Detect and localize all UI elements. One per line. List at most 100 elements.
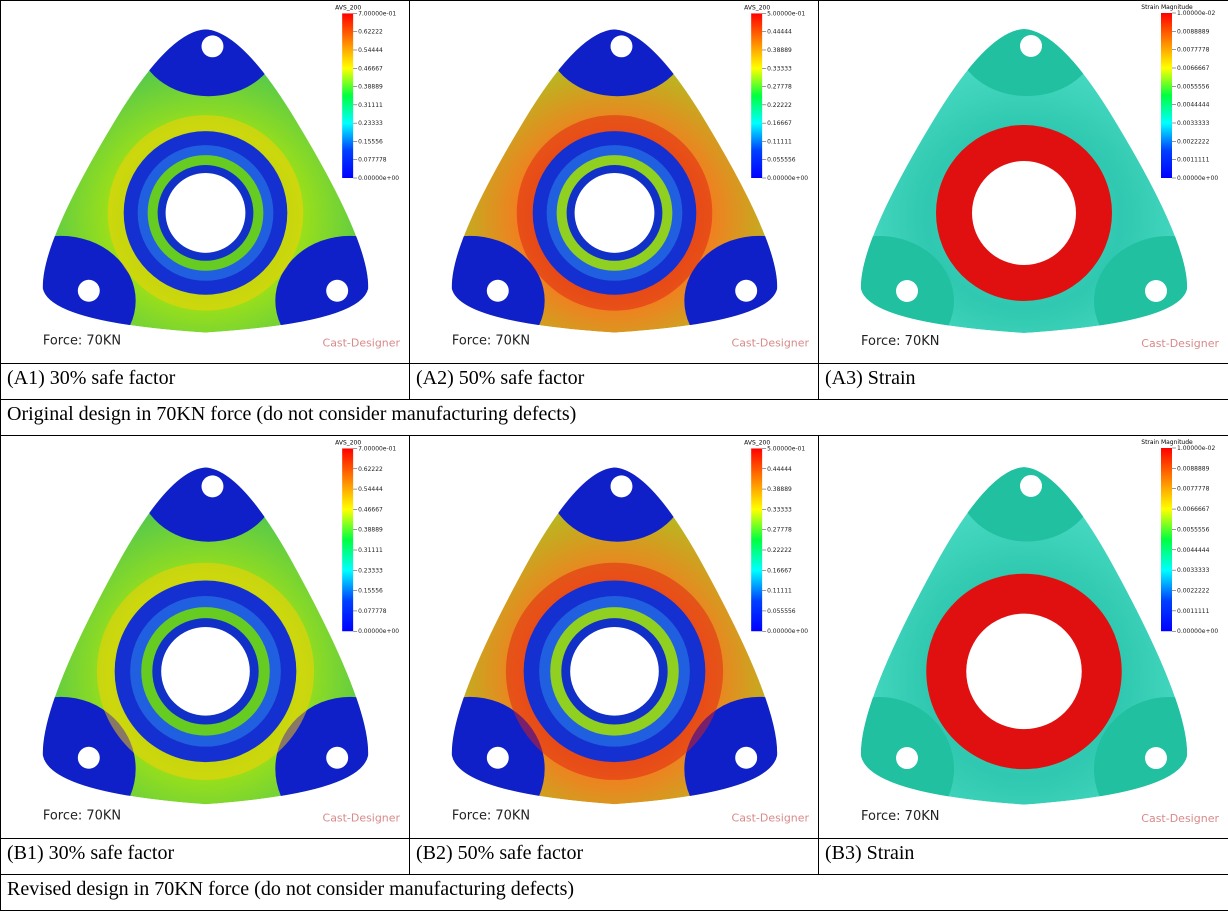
hole (166, 173, 246, 253)
legend-label: 0.11111 (767, 588, 792, 595)
bolt-hole (326, 747, 348, 769)
legend-label: 0.0022222 (1177, 588, 1210, 595)
legend-label: 0.23333 (358, 567, 383, 574)
legend-label: 0.46667 (358, 506, 383, 513)
bolt-hole (202, 35, 224, 57)
legend-label: 0.055556 (767, 608, 796, 615)
simulation-image: Strain Magnitude1.00000e-020.00888890.00… (819, 1, 1228, 363)
bolt-hole (326, 280, 348, 302)
color-bar (751, 448, 762, 631)
legend-label: 0.077778 (358, 157, 387, 164)
caption: (A3) Strain (819, 364, 1228, 400)
legend-label: 0.11111 (767, 138, 792, 145)
legend-label: 5.00000e-01 (767, 445, 805, 452)
bolt-hole (202, 475, 224, 497)
legend-label: 0.0088889 (1177, 465, 1210, 472)
caption: (A2) 50% safe factor (410, 364, 819, 400)
legend-label: 0.00000e+00 (767, 628, 808, 635)
legend-label: 0.00000e+00 (1177, 628, 1218, 635)
brand: Cast-Designer (732, 812, 810, 825)
legend-label: 0.62222 (358, 466, 383, 473)
brand: Cast-Designer (1141, 337, 1219, 350)
legend-label: 0.38889 (767, 486, 792, 493)
legend-label: 0.00000e+00 (767, 175, 808, 182)
brand: Cast-Designer (1141, 812, 1219, 825)
bolt-hole (1020, 35, 1042, 57)
bolt-hole (611, 475, 633, 497)
force-label: Force: 70KN (43, 334, 121, 349)
bolt-hole (1145, 280, 1167, 302)
legend-label: 0.33333 (767, 65, 792, 72)
legend-label: 0.0055556 (1177, 526, 1210, 533)
legend-label: 0.0066667 (1177, 506, 1210, 513)
legend-label: 0.22222 (767, 547, 792, 554)
legend-label: 0.23333 (358, 120, 383, 127)
bolt-hole (78, 747, 100, 769)
legend-label: 0.0033333 (1177, 120, 1210, 127)
legend-label: 0.54444 (358, 486, 383, 493)
simulation-image: Strain Magnitude1.00000e-020.00888890.00… (819, 436, 1228, 838)
legend-label: 0.22222 (767, 102, 792, 109)
brand: Cast-Designer (323, 337, 401, 350)
caption: (B1) 30% safe factor (1, 839, 410, 875)
legend-label: 0.62222 (358, 29, 383, 36)
legend-label: 0.055556 (767, 157, 796, 164)
legend-label: 0.00000e+00 (358, 175, 399, 182)
legend-label: 0.15556 (358, 138, 383, 145)
page: AVS_2007.00000e-010.622220.544440.466670… (0, 0, 1228, 920)
bolt-hole (487, 747, 509, 769)
hole (570, 627, 659, 716)
legend-label: 0.00000e+00 (1177, 175, 1218, 182)
bolt-hole (896, 280, 918, 302)
force-label: Force: 70KN (861, 809, 939, 824)
legend-label: 0.0044444 (1177, 102, 1210, 109)
legend-label: 7.00000e-01 (358, 10, 396, 17)
legend-label: 0.0088889 (1177, 28, 1210, 35)
legend-label: 0.15556 (358, 588, 383, 595)
row-note: Revised design in 70KN force (do not con… (1, 875, 1228, 911)
legend-label: 0.31111 (358, 547, 383, 554)
hole (575, 173, 655, 253)
legend-label: 0.38889 (358, 84, 383, 91)
legend-label: 0.0077778 (1177, 486, 1210, 493)
legend-label: 0.54444 (358, 47, 383, 54)
bolt-hole (735, 747, 757, 769)
legend-label: 0.00000e+00 (358, 628, 399, 635)
bolt-hole (611, 35, 633, 57)
bolt-hole (78, 280, 100, 302)
legend-label: 5.00000e-01 (767, 10, 805, 17)
legend-label: 0.38889 (358, 527, 383, 534)
bolt-hole (735, 280, 757, 302)
figure-table: AVS_2007.00000e-010.622220.544440.466670… (0, 0, 1228, 911)
caption: (A1) 30% safe factor (1, 364, 410, 400)
legend-label: 0.38889 (767, 47, 792, 54)
force-label: Force: 70KN (452, 334, 530, 349)
legend-label: 0.46667 (358, 65, 383, 72)
legend-label: 0.0011111 (1177, 157, 1210, 164)
legend-label: 0.0011111 (1177, 608, 1210, 615)
brand: Cast-Designer (323, 812, 401, 825)
legend-label: 0.16667 (767, 567, 792, 574)
legend-label: 1.00000e-02 (1177, 10, 1215, 17)
force-label: Force: 70KN (861, 334, 939, 349)
caption: (B3) Strain (819, 839, 1228, 875)
legend-label: 0.0033333 (1177, 567, 1210, 574)
legend-label: 0.0022222 (1177, 138, 1210, 145)
legend-label: 0.44444 (767, 466, 792, 473)
bolt-hole (487, 280, 509, 302)
hole (161, 627, 250, 716)
bolt-hole (1145, 747, 1167, 769)
force-label: Force: 70KN (43, 809, 121, 824)
force-label: Force: 70KN (452, 809, 530, 824)
hole (972, 161, 1076, 265)
legend-label: 0.16667 (767, 120, 792, 127)
legend-label: 0.0066667 (1177, 65, 1210, 72)
color-bar (1161, 448, 1172, 631)
color-bar (1161, 13, 1172, 178)
legend-label: 0.44444 (767, 29, 792, 36)
simulation-image: AVS_2007.00000e-010.622220.544440.466670… (1, 436, 409, 838)
legend-label: 1.00000e-02 (1177, 445, 1215, 452)
legend-label: 0.0055556 (1177, 83, 1210, 90)
legend-label: 0.0044444 (1177, 547, 1210, 554)
brand: Cast-Designer (732, 337, 810, 350)
